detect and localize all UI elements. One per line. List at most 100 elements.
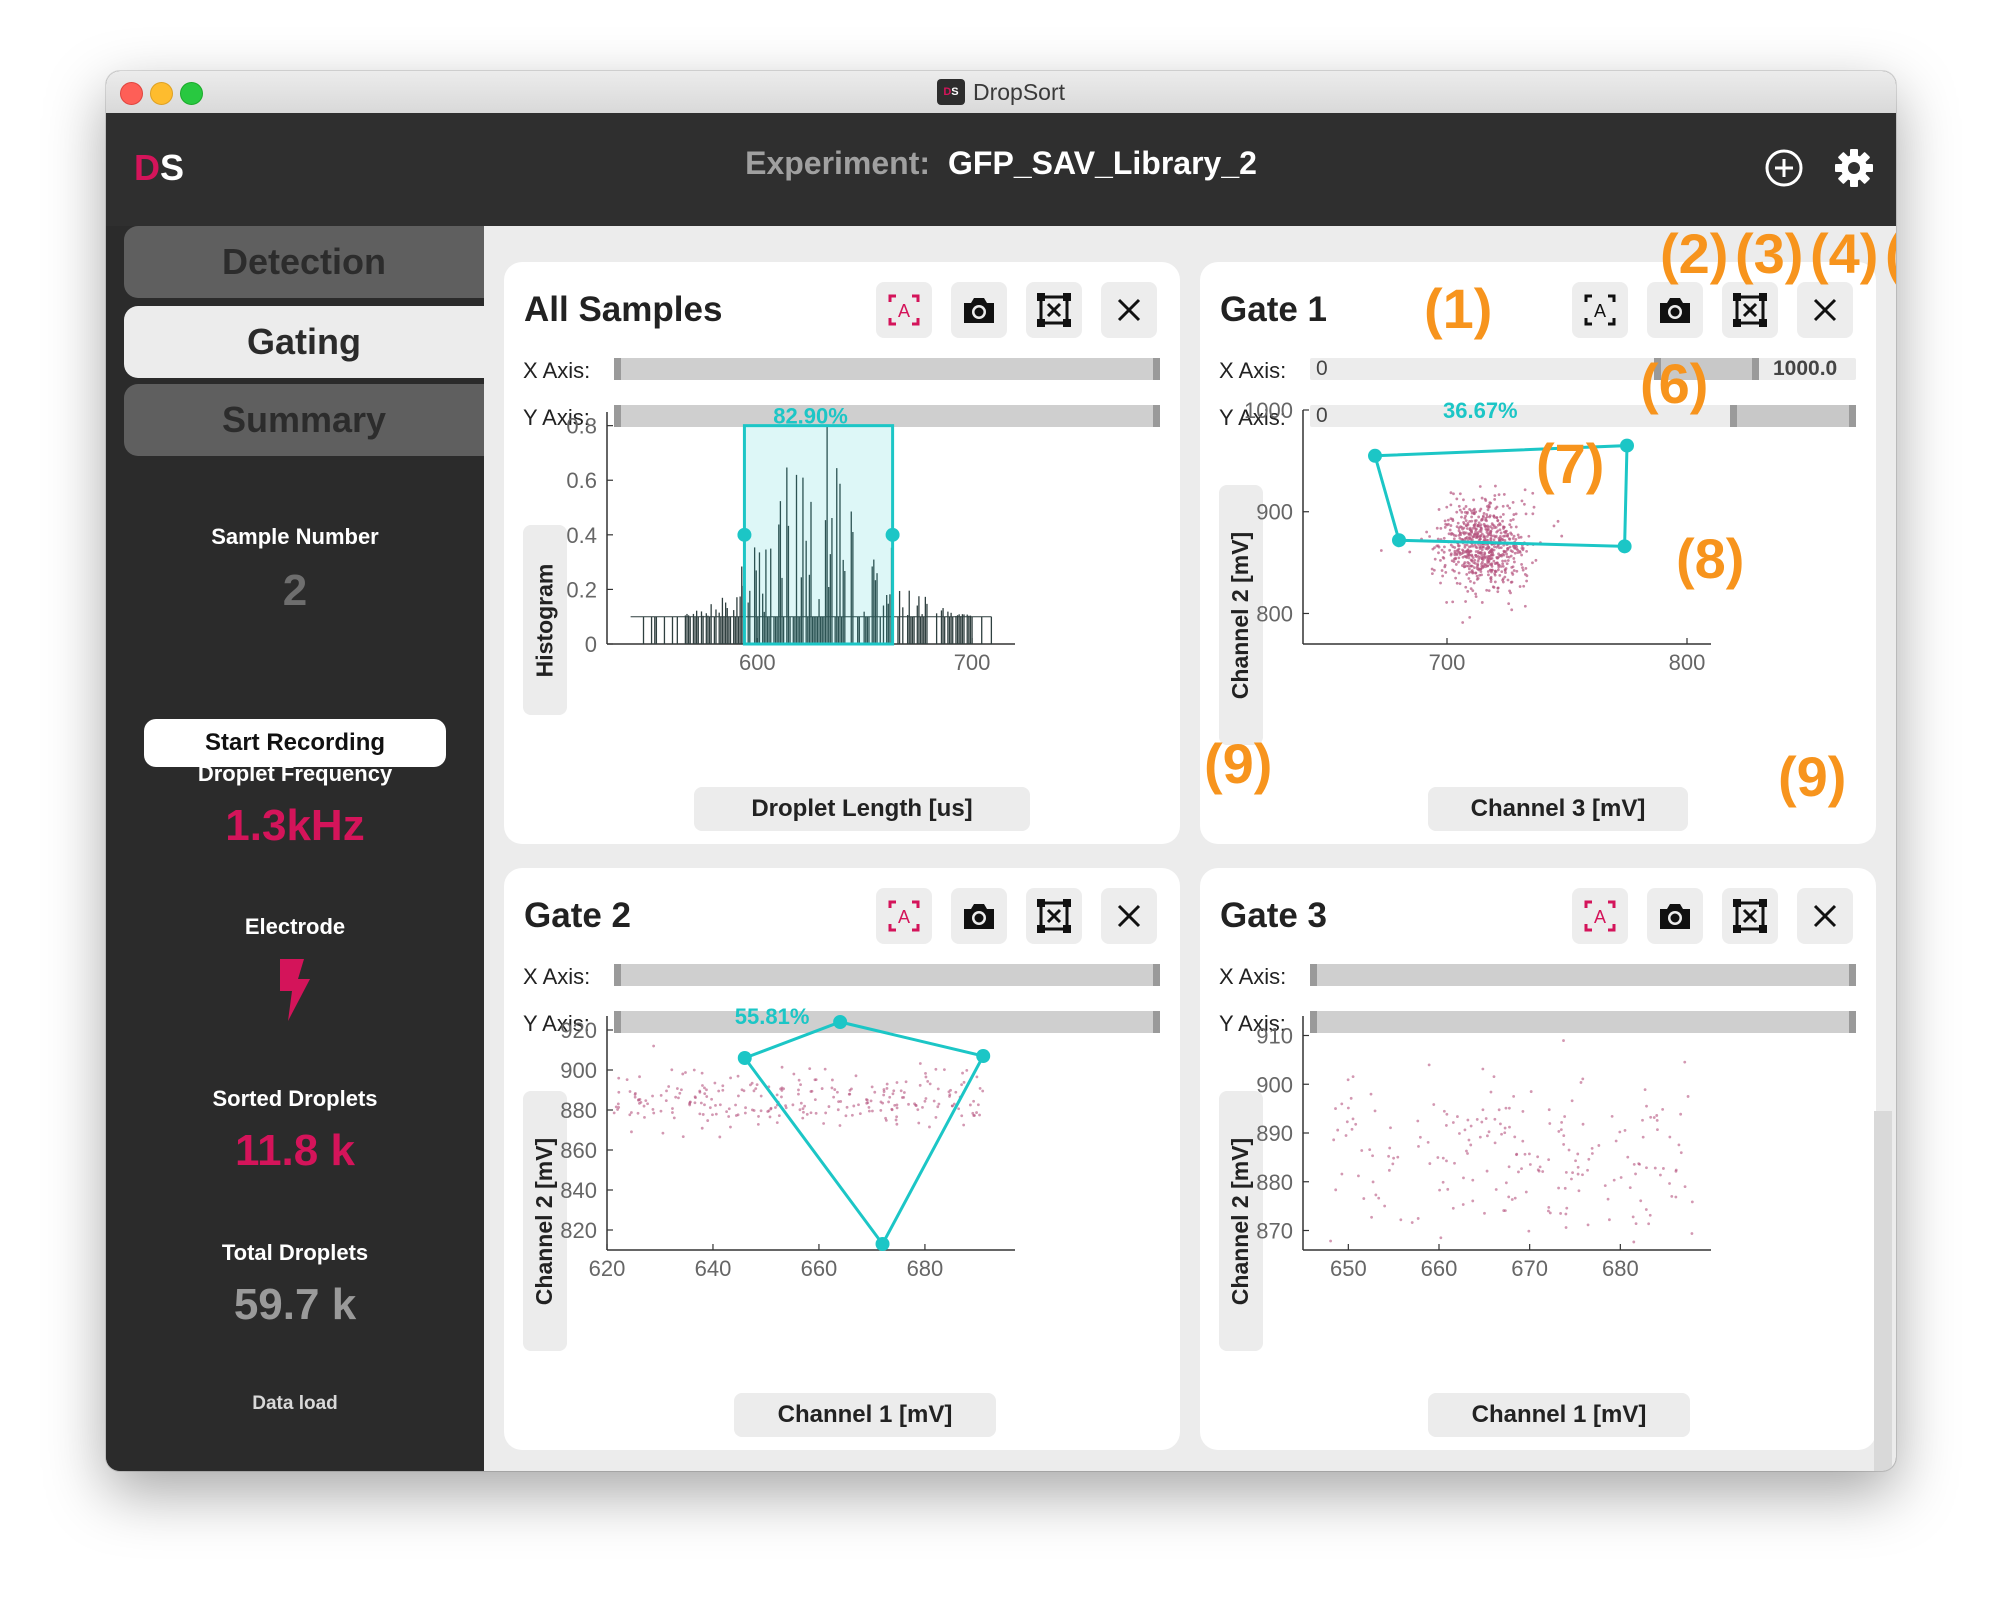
- scatter-point: [1467, 564, 1470, 568]
- scatter-point: [1509, 554, 1513, 558]
- scatter-point: [1586, 1168, 1589, 1172]
- workspace-scrollbar[interactable]: [1874, 1111, 1892, 1471]
- snapshot-button[interactable]: [1647, 888, 1703, 944]
- scatter-point: [1462, 507, 1466, 511]
- close-window-button[interactable]: [120, 82, 143, 105]
- gate-range[interactable]: [742, 424, 895, 646]
- x-axis-slider[interactable]: [1310, 964, 1856, 986]
- y-slider-min-handle[interactable]: [614, 405, 621, 427]
- gate-vertex-4[interactable]: [1392, 533, 1406, 548]
- x-slider-max-handle[interactable]: [1849, 964, 1856, 986]
- x-slider-min-handle[interactable]: [1654, 358, 1661, 380]
- scatter-point: [782, 1087, 786, 1091]
- gate-vertex-2[interactable]: [833, 1015, 848, 1029]
- auto-range-button[interactable]: A: [1572, 282, 1628, 338]
- x-slider-max-handle[interactable]: [1153, 358, 1160, 380]
- y-slider-min-handle[interactable]: [1730, 405, 1737, 427]
- scatter-point: [1473, 566, 1476, 570]
- sample-number-value: 2: [282, 566, 308, 615]
- y-axis-slider[interactable]: [614, 1011, 1160, 1033]
- tab-gating[interactable]: Gating: [124, 306, 484, 378]
- plus-circle-icon[interactable]: [1762, 146, 1806, 190]
- annotation-1: (1): [1424, 277, 1493, 340]
- gate-vertex-1[interactable]: [1368, 448, 1382, 463]
- x-axis-slider[interactable]: [614, 358, 1160, 380]
- scatter-point: [1445, 1159, 1448, 1163]
- auto-range-button[interactable]: A: [1572, 888, 1628, 944]
- y-axis-slider[interactable]: [614, 405, 1160, 427]
- y-axis-slider[interactable]: 0: [1310, 405, 1856, 427]
- scatter-point: [798, 1108, 802, 1112]
- gate-polygon[interactable]: [742, 1020, 986, 1247]
- y-slider-max-handle[interactable]: [1153, 1011, 1160, 1033]
- scatter-point: [1445, 1112, 1449, 1116]
- close-panel-button[interactable]: [1101, 282, 1157, 338]
- snapshot-button[interactable]: [1647, 282, 1703, 338]
- gate-vertex-4[interactable]: [875, 1237, 890, 1251]
- gate-vertex-1[interactable]: [737, 1051, 752, 1065]
- x-slider-min-handle[interactable]: [614, 964, 621, 986]
- scatter-plot[interactable]: 700 800 800 900 1000 36.67%: [1200, 262, 1876, 844]
- panel-title: All Samples: [524, 290, 723, 329]
- fit-view-button[interactable]: [1722, 282, 1778, 338]
- scatter-point: [887, 1100, 891, 1104]
- x-slider-max-handle[interactable]: [1752, 358, 1759, 380]
- fit-view-button[interactable]: [1026, 282, 1082, 338]
- gate-vertex-2[interactable]: [1620, 438, 1634, 453]
- scatter-point: [1472, 498, 1475, 502]
- scatter-point: [1514, 537, 1518, 541]
- scatter-plot[interactable]: 650 660 670 680 870 880 890 900 910: [1200, 868, 1876, 1450]
- close-panel-button[interactable]: [1101, 888, 1157, 944]
- scatter-point: [718, 1135, 722, 1139]
- histogram-plot[interactable]: 600 700 0 0.2 0.4 0.6 0.8 82.90%: [504, 262, 1180, 844]
- gate-vertex-3[interactable]: [976, 1049, 991, 1063]
- scatter-point: [1510, 571, 1514, 575]
- gate-vertex-3[interactable]: [1617, 539, 1632, 554]
- close-panel-button[interactable]: [1797, 888, 1853, 944]
- scatter-point: [885, 1087, 889, 1090]
- scatter-point: [1497, 493, 1501, 497]
- auto-range-button[interactable]: A: [876, 282, 932, 338]
- x-axis-slider[interactable]: 0 1000.0: [1310, 358, 1856, 380]
- y-slider-min-handle[interactable]: [614, 1011, 621, 1033]
- snapshot-button[interactable]: [951, 888, 1007, 944]
- scatter-point: [1532, 505, 1536, 509]
- scatter-plot[interactable]: 620 640 660 680 820 840 860 880 900 920 55.81%: [504, 868, 1180, 1450]
- scatter-point: [1457, 529, 1461, 533]
- x-slider-max-handle[interactable]: [1153, 964, 1160, 986]
- close-panel-button[interactable]: [1797, 282, 1853, 338]
- x-axis-slider[interactable]: [614, 964, 1160, 986]
- scatter-point: [1445, 601, 1449, 604]
- y-slider-max-handle[interactable]: [1849, 405, 1856, 427]
- x-slider-min-handle[interactable]: [1310, 964, 1317, 986]
- tab-summary[interactable]: Summary: [124, 384, 484, 456]
- scatter-point: [651, 1094, 654, 1098]
- tab-detection[interactable]: Detection: [124, 226, 484, 298]
- scatter-point: [1455, 510, 1459, 514]
- scatter-point: [688, 1101, 692, 1104]
- y-slider-max-handle[interactable]: [1849, 1011, 1856, 1033]
- scatter-point: [1461, 1203, 1465, 1206]
- gate-handle-right[interactable]: [885, 527, 900, 542]
- gear-icon[interactable]: [1832, 146, 1876, 190]
- y-slider-max-handle[interactable]: [1153, 405, 1160, 427]
- y-slider-min-handle[interactable]: [1310, 1011, 1317, 1033]
- start-recording-button[interactable]: Start Recording: [144, 719, 446, 767]
- scatter-point: [1387, 1154, 1390, 1158]
- x-slider-min-handle[interactable]: [614, 358, 621, 380]
- auto-range-button[interactable]: A: [876, 888, 932, 944]
- minimize-window-button[interactable]: [150, 82, 173, 105]
- scatter-point: [1499, 546, 1503, 550]
- camera-icon: [1660, 904, 1690, 929]
- scatter-point: [1508, 589, 1512, 593]
- gate-handle-left[interactable]: [737, 527, 752, 542]
- fit-view-button[interactable]: [1026, 888, 1082, 944]
- scatter-point: [1497, 536, 1501, 540]
- fit-view-button[interactable]: [1722, 888, 1778, 944]
- scatter-point: [1457, 526, 1461, 530]
- y-axis-slider[interactable]: [1310, 1011, 1856, 1033]
- scatter-point: [1632, 1163, 1636, 1166]
- snapshot-button[interactable]: [951, 282, 1007, 338]
- scatter-point: [1470, 511, 1474, 515]
- zoom-window-button[interactable]: [180, 82, 203, 105]
